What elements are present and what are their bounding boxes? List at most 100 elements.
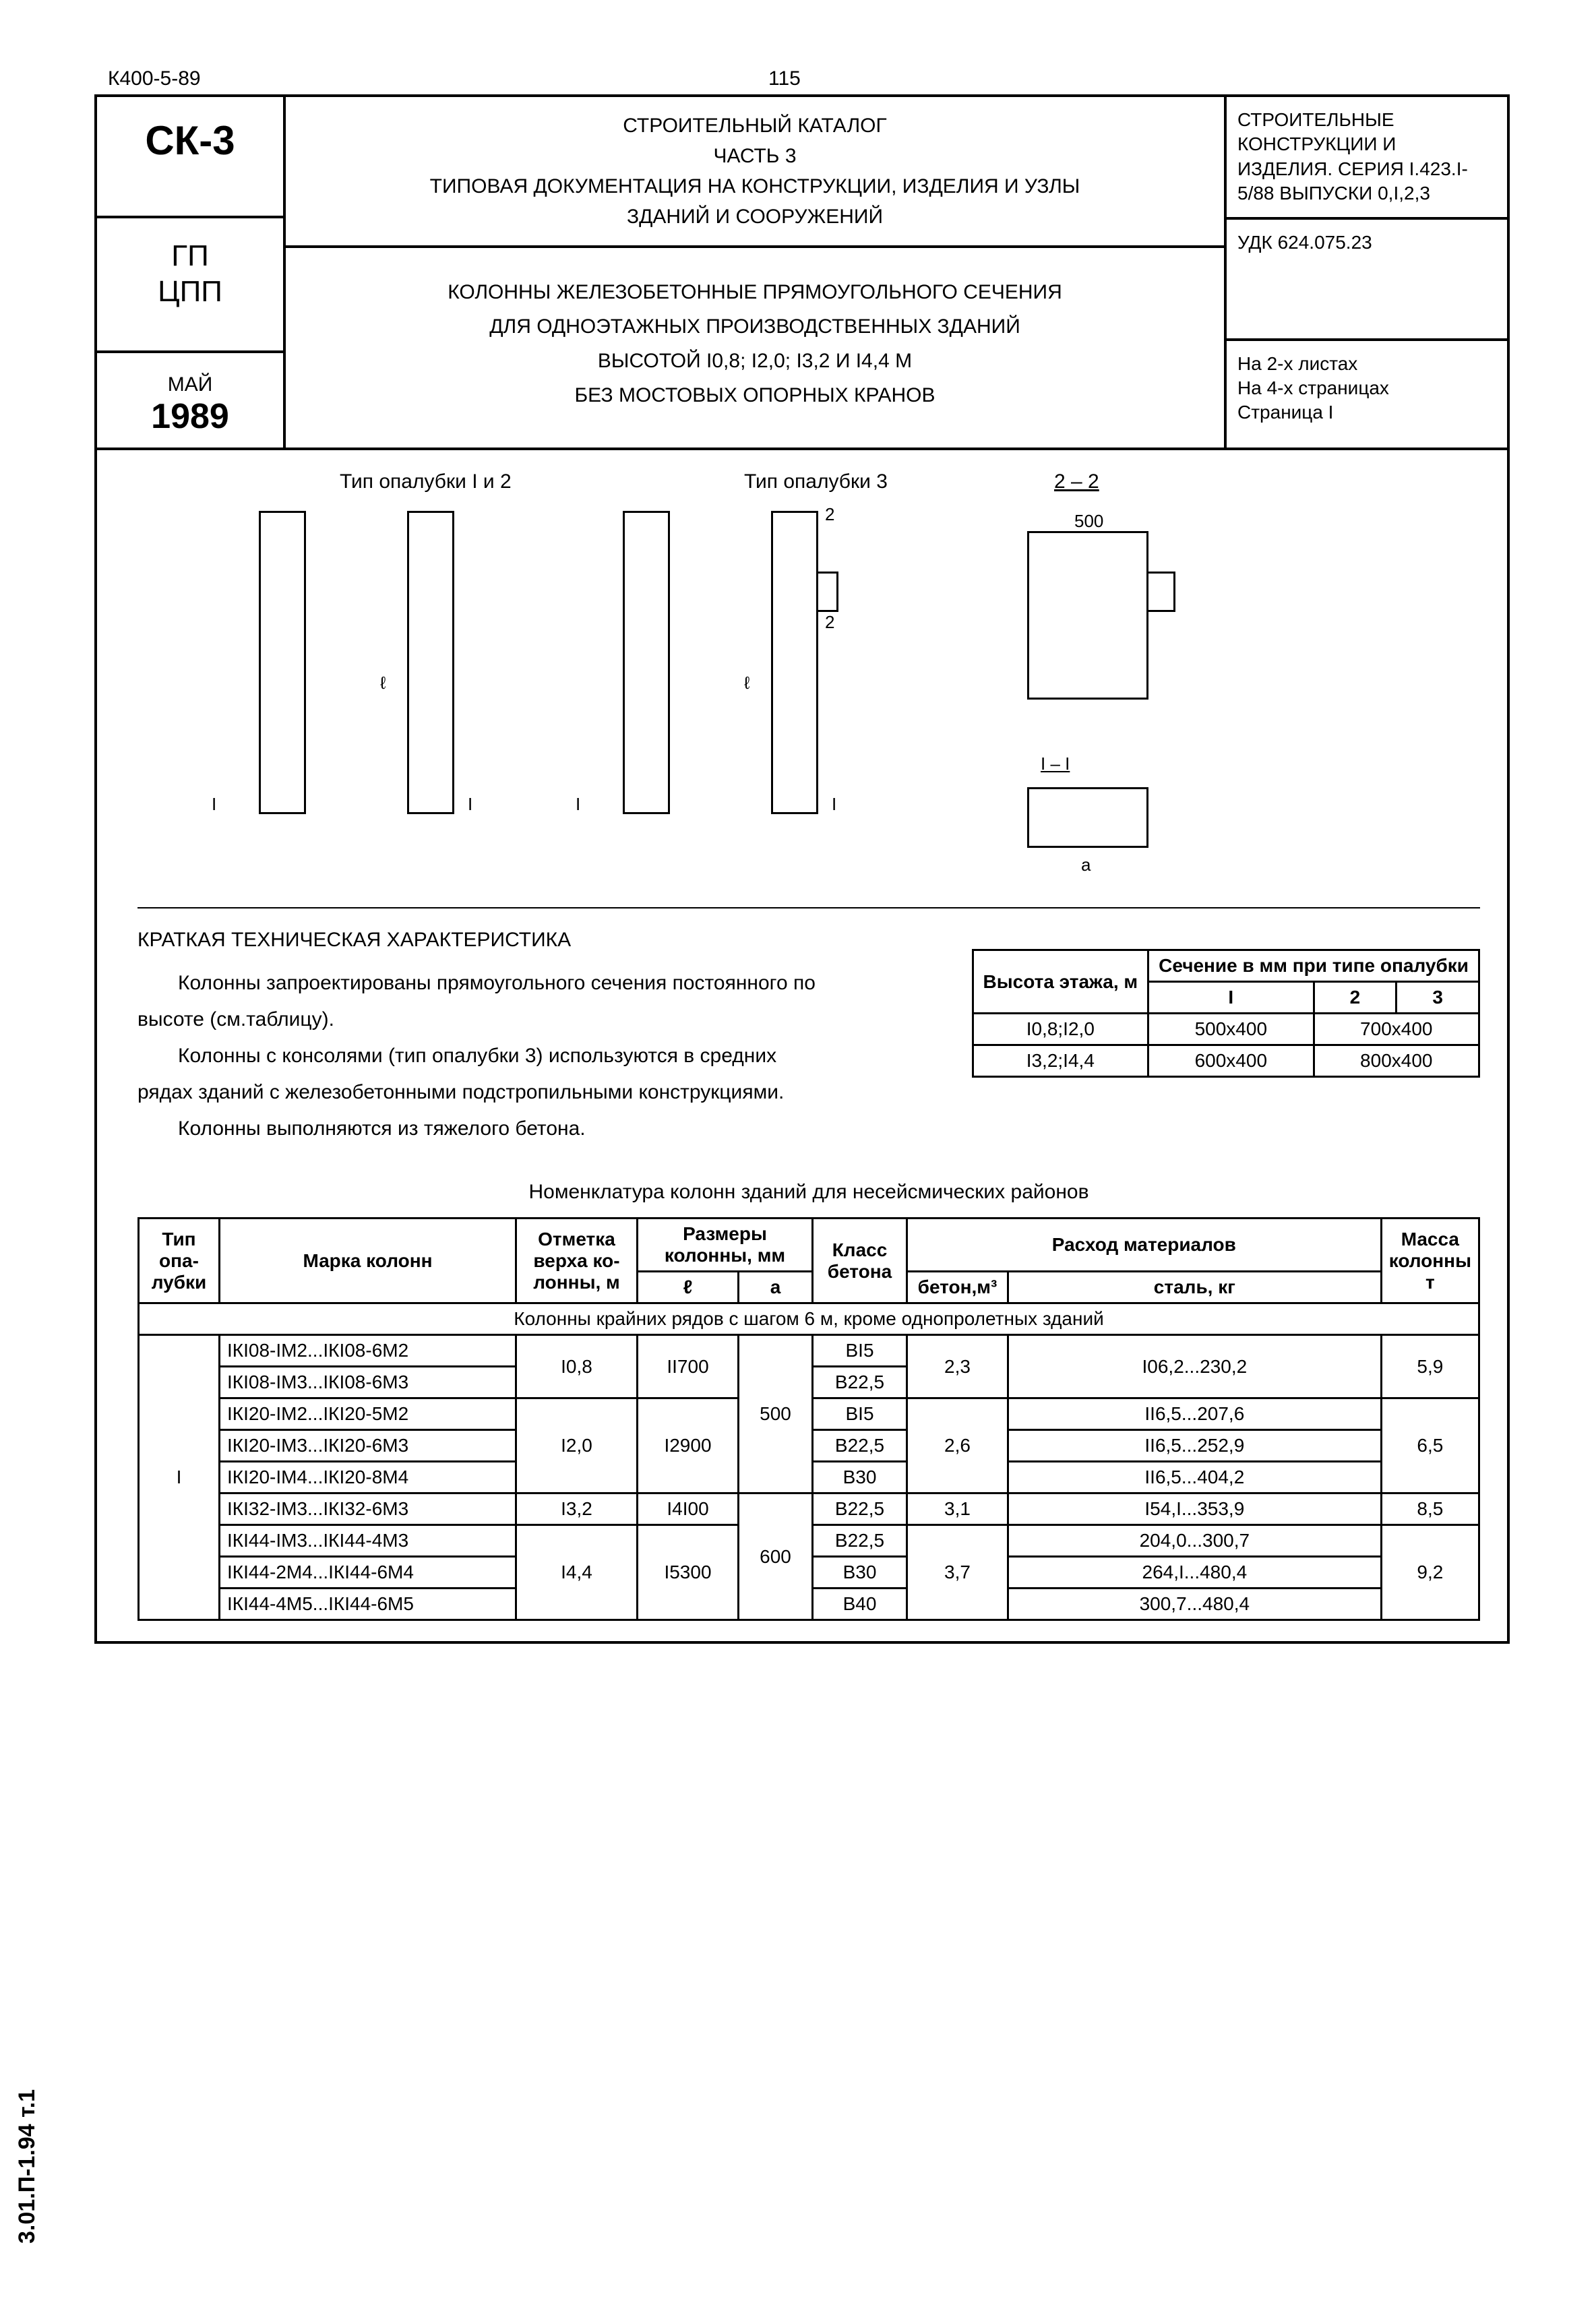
- nom-h-s: сталь, кг: [1008, 1272, 1382, 1303]
- subject3: ВЫСОТОЙ I0,8; I2,0; I3,2 И I4,4 М: [306, 344, 1204, 378]
- nom-r8-cls: В40: [813, 1589, 907, 1620]
- nom-r0-s: I06,2...230,2: [1008, 1335, 1382, 1398]
- nom-r3-mark: IКI20-IМ3...IКI20-6М3: [220, 1430, 516, 1462]
- tick-2b: 2: [825, 612, 834, 633]
- sheets2: На 4-х страницах: [1237, 376, 1496, 400]
- diagram-label-2: Тип опалубки 3: [744, 470, 888, 493]
- tech-paragraphs: Колонны запроектированы прямоугольного с…: [137, 965, 832, 1147]
- tick-I-3b: I: [832, 794, 836, 815]
- nom-group: Колонны крайних рядов с шагом 6 м, кроме…: [139, 1303, 1479, 1335]
- nom-r0-mark: IКI08-IМ2...IКI08-6М2: [220, 1335, 516, 1367]
- document-body: Тип опалубки I и 2 Тип опалубки 3 2 – 2 …: [97, 450, 1507, 1641]
- nom-r2-lev: I2,0: [516, 1398, 638, 1493]
- nom-h-type: Тип опа-лубки: [139, 1219, 220, 1303]
- tech-p1: Колонны запроектированы прямоугольного с…: [137, 965, 832, 1038]
- sectable-c2: 2: [1314, 982, 1396, 1014]
- nom-h-mat: Расход материалов: [907, 1219, 1382, 1272]
- nom-r4-s: II6,5...404,2: [1008, 1462, 1382, 1493]
- nom-h-dim: Размеры колонны, мм: [638, 1219, 813, 1272]
- sheets1: На 2-х листах: [1237, 352, 1496, 376]
- nom-r3-cls: В22,5: [813, 1430, 907, 1462]
- nom-r4-mark: IКI20-IМ4...IКI20-8М4: [220, 1462, 516, 1493]
- catalog3: ТИПОВАЯ ДОКУМЕНТАЦИЯ НА КОНСТРУКЦИИ, ИЗД…: [306, 171, 1204, 202]
- column-rect-1: [259, 511, 306, 814]
- sectable-r1c: 700х400: [1314, 1014, 1479, 1045]
- nom-r5-cls: В22,5: [813, 1493, 907, 1525]
- sectable-r2c: 800х400: [1314, 1045, 1479, 1077]
- nom-r4-cls: В30: [813, 1462, 907, 1493]
- subject1: КОЛОННЫ ЖЕЛЕЗОБЕТОННЫЕ ПРЯМОУГОЛЬНОГО СЕ…: [306, 275, 1204, 309]
- sectable-r2b: 600х400: [1148, 1045, 1314, 1077]
- section-console: [1148, 572, 1175, 612]
- nom-h-mass: Масса колонны т: [1381, 1219, 1479, 1303]
- catalog1: СТРОИТЕЛЬНЫЙ КАТАЛОГ: [306, 111, 1204, 141]
- nomenclature-table: Тип опа-лубки Марка колонн Отметка верха…: [137, 1217, 1480, 1621]
- nom-r1-cls: В22,5: [813, 1367, 907, 1398]
- nom-r0-a: 500: [739, 1335, 813, 1493]
- nom-r6-l: I5300: [638, 1525, 739, 1620]
- catalog4: ЗДАНИЙ И СООРУЖЕНИЙ: [306, 202, 1204, 232]
- gp2: ЦПП: [104, 274, 276, 310]
- subject4: БЕЗ МОСТОВЫХ ОПОРНЫХ КРАНОВ: [306, 378, 1204, 412]
- tick-I-3a: I: [576, 794, 580, 815]
- nom-r6-m: 9,2: [1381, 1525, 1479, 1620]
- nom-h-lev: Отметка верха ко-лонны, м: [516, 1219, 638, 1303]
- nom-h-cls: Класс бетона: [813, 1219, 907, 1303]
- nomenclature-title: Номенклатура колонн зданий для несейсмич…: [137, 1181, 1480, 1204]
- nom-r2-b: 2,6: [907, 1398, 1008, 1493]
- nom-r7-mark: IКI44-2М4...IКI44-6М4: [220, 1557, 516, 1589]
- page-number: 115: [768, 67, 801, 90]
- nom-r0-l: II700: [638, 1335, 739, 1398]
- nom-h-a: а: [739, 1272, 813, 1303]
- tech-title: КРАТКАЯ ТЕХНИЧЕСКАЯ ХАРАКТЕРИСТИКА: [137, 929, 1480, 952]
- sheets3: Страница I: [1237, 400, 1496, 425]
- tech-p3: Колонны выполняются из тяжелого бетона.: [137, 1111, 832, 1147]
- dim-a: а: [1081, 855, 1091, 875]
- catalog2: ЧАСТЬ 3: [306, 141, 1204, 171]
- nom-r8-mark: IКI44-4М5...IКI44-6М5: [220, 1589, 516, 1620]
- nom-r0-m: 5,9: [1381, 1335, 1479, 1398]
- nom-r6-mark: IКI44-IМ3...IКI44-4М3: [220, 1525, 516, 1557]
- month: МАЙ: [104, 373, 276, 396]
- nom-r6-lev: I4,4: [516, 1525, 638, 1620]
- nom-r5-a: 600: [739, 1493, 813, 1620]
- tick-2a: 2: [825, 504, 834, 525]
- sk3-label: СК-3: [145, 118, 235, 163]
- tick-I-1a: I: [212, 794, 216, 815]
- nom-r5-s: I54,I...353,9: [1008, 1493, 1382, 1525]
- nom-r5-l: I4I00: [638, 1493, 739, 1525]
- sectable-h2: Сечение в мм при типе опалубки: [1148, 950, 1479, 982]
- nom-r6-cls: В22,5: [813, 1525, 907, 1557]
- nom-r6-s: 204,0...300,7: [1008, 1525, 1382, 1557]
- header-grid: СК-3 ГПЦПП МАЙ1989 СТРОИТЕЛЬНЫЙ КАТАЛОГ …: [97, 97, 1507, 450]
- tick-l-1: ℓ: [380, 673, 386, 694]
- nom-r5-mark: IКI32-IМ3...IКI32-6М3: [220, 1493, 516, 1525]
- sk3-cell: СК-3: [97, 97, 286, 218]
- diagram-label-1: Тип опалубки I и 2: [340, 470, 512, 493]
- side-code: 3.01.П-1.94 т.1: [14, 2089, 40, 2244]
- sectable-r1a: I0,8;I2,0: [973, 1014, 1148, 1045]
- section-2-2: [1027, 531, 1148, 700]
- tick-l-2: ℓ: [744, 673, 749, 694]
- nom-r8-s: 300,7...480,4: [1008, 1589, 1382, 1620]
- sectable-c1: I: [1148, 982, 1314, 1014]
- nom-r2-mark: IКI20-IМ2...IКI20-5М2: [220, 1398, 516, 1430]
- nom-r0-lev: I0,8: [516, 1335, 638, 1398]
- nom-r2-l: I2900: [638, 1398, 739, 1493]
- console-notch: [818, 572, 838, 612]
- catalog-title: СТРОИТЕЛЬНЫЙ КАТАЛОГ ЧАСТЬ 3 ТИПОВАЯ ДОК…: [286, 97, 1224, 248]
- nom-h-b: бетон,м³: [907, 1272, 1008, 1303]
- nom-r5-b: 3,1: [907, 1493, 1008, 1525]
- subject-title: КОЛОННЫ ЖЕЛЕЗОБЕТОННЫЕ ПРЯМОУГОЛЬНОГО СЕ…: [286, 248, 1224, 448]
- header-mid: СТРОИТЕЛЬНЫЙ КАТАЛОГ ЧАСТЬ 3 ТИПОВАЯ ДОК…: [286, 97, 1224, 448]
- nom-r3-s: II6,5...252,9: [1008, 1430, 1382, 1462]
- tech-p2: Колонны с консолями (тип опалубки 3) исп…: [137, 1038, 832, 1111]
- subject2: ДЛЯ ОДНОЭТАЖНЫХ ПРОИЗВОДСТВЕННЫХ ЗДАНИЙ: [306, 309, 1204, 344]
- sectable-r1b: 500х400: [1148, 1014, 1314, 1045]
- nom-r2-m: 6,5: [1381, 1398, 1479, 1493]
- outer-frame: СК-3 ГПЦПП МАЙ1989 СТРОИТЕЛЬНЫЙ КАТАЛОГ …: [94, 94, 1510, 1644]
- header-left: СК-3 ГПЦПП МАЙ1989: [97, 97, 286, 448]
- diagram-label-3: 2 – 2: [1054, 470, 1099, 493]
- udk-cell: УДК 624.075.23: [1227, 220, 1507, 341]
- sheets-cell: На 2-х листах На 4-х страницах Страница …: [1227, 341, 1507, 448]
